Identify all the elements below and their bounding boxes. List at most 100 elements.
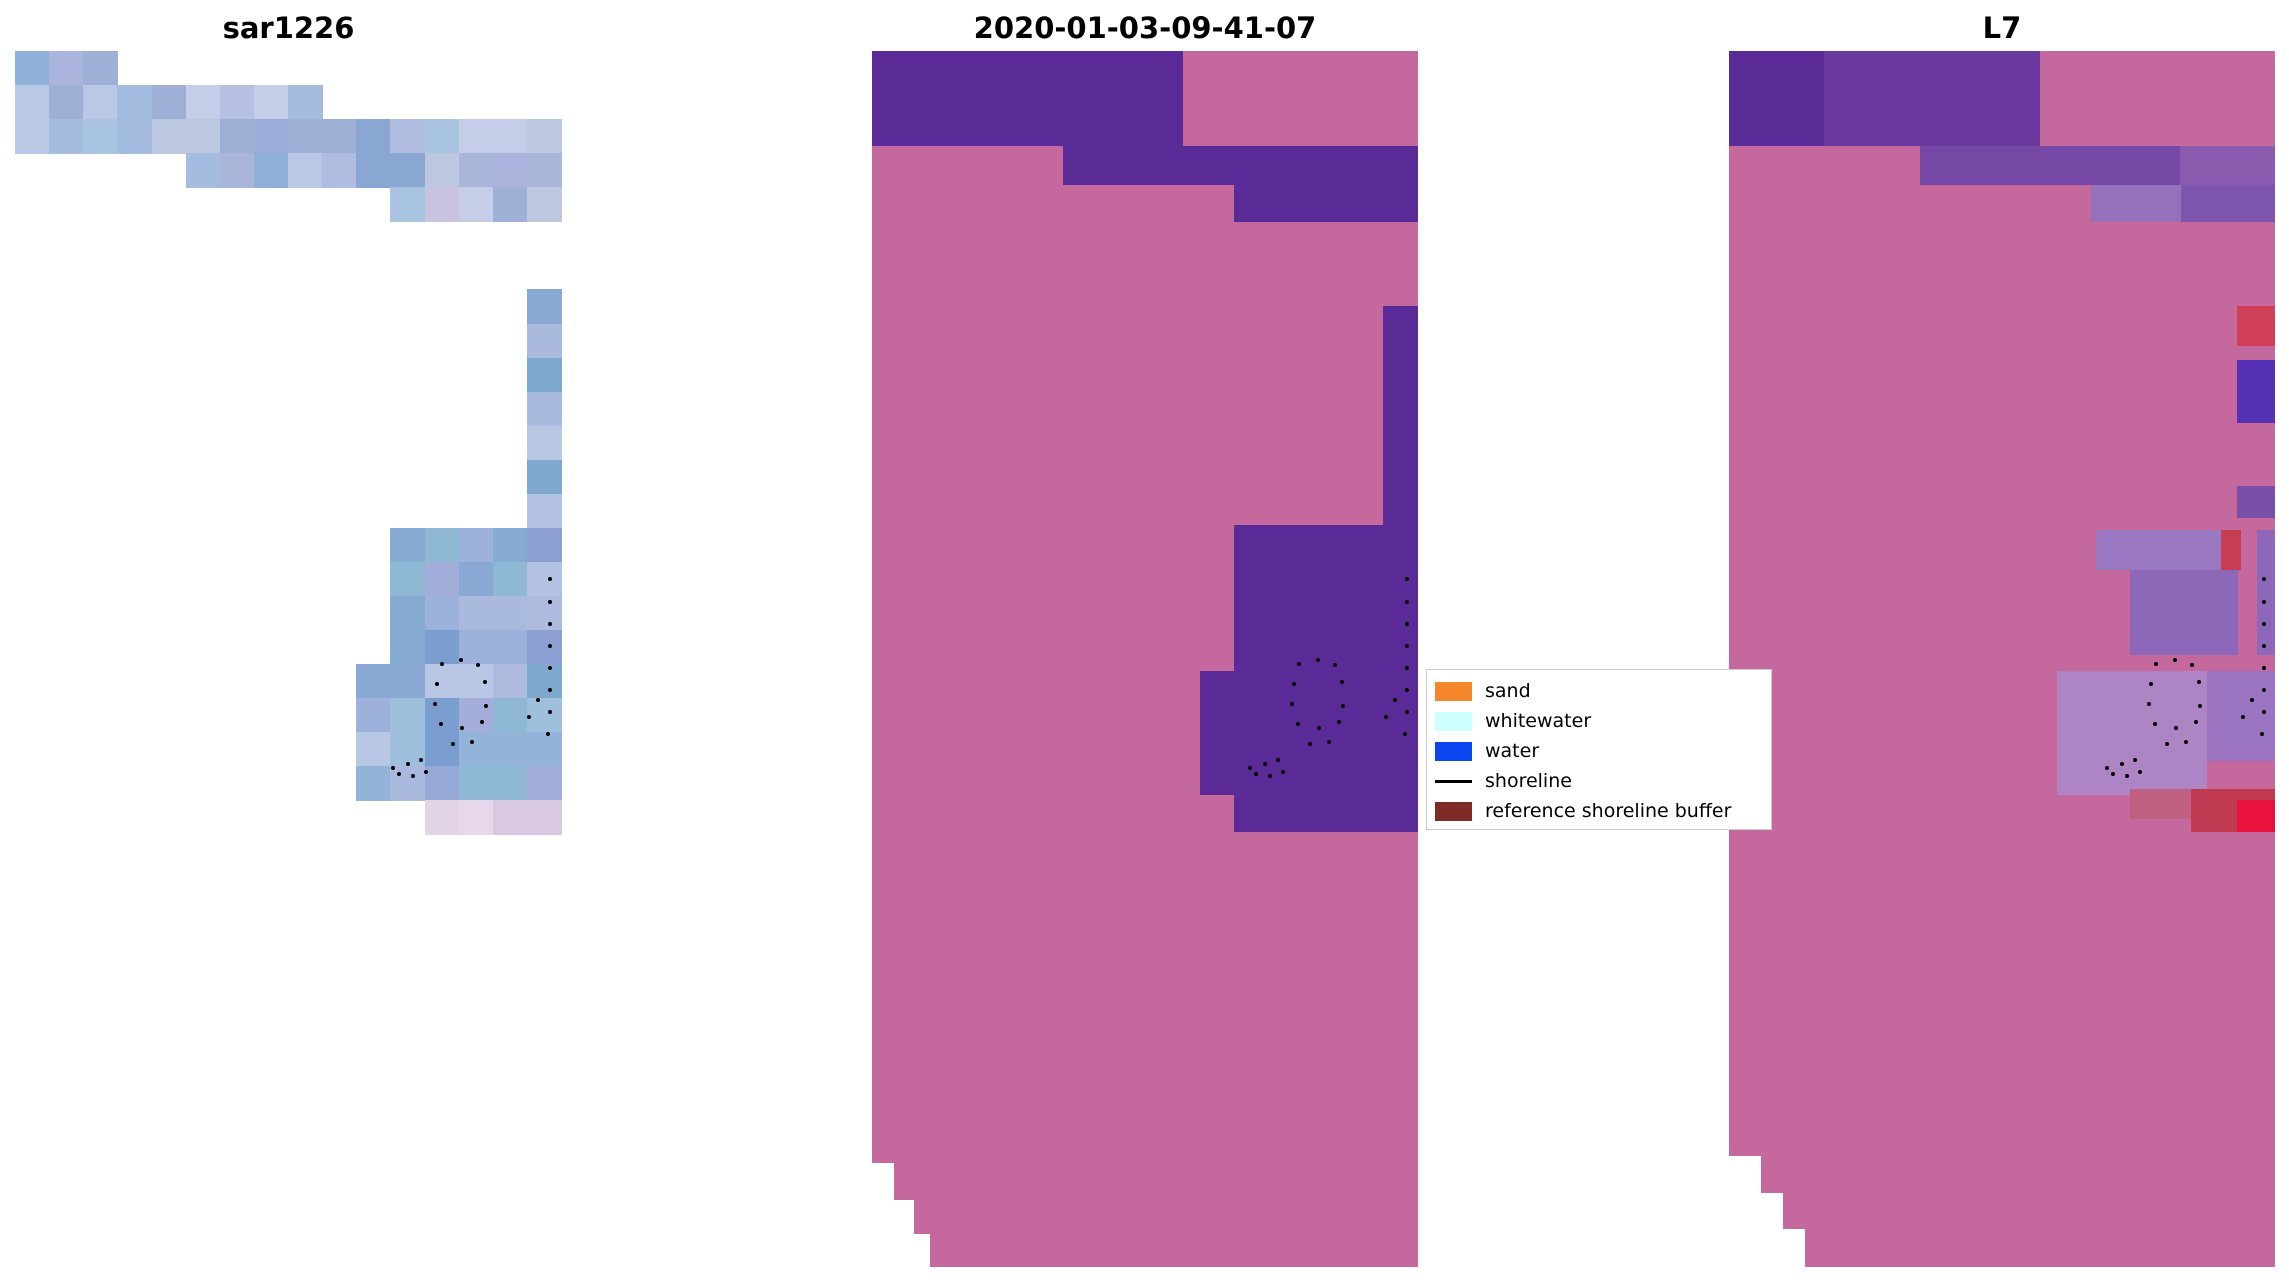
pixel-cell	[390, 630, 426, 665]
pixel-cell	[253, 85, 289, 120]
pixel-cell	[527, 153, 562, 188]
pixel-cell	[527, 766, 562, 802]
pixel-cell	[527, 630, 562, 665]
pixel-cell	[356, 698, 392, 733]
shoreline-dot	[2262, 577, 2266, 581]
shoreline-dot	[548, 622, 552, 626]
legend-item-sand: sand	[1435, 676, 1771, 706]
pixel-cell	[356, 664, 392, 699]
class-region	[1234, 525, 1418, 671]
class-region	[2181, 185, 2275, 222]
panel-classified-scene: 2020-01-03-09-41-07	[872, 6, 1418, 1267]
pixel-cell	[15, 85, 50, 120]
class-region	[2237, 486, 2275, 518]
panel-sar1226: sar1226	[15, 6, 562, 1267]
legend-item-reference-shoreline-buffer: reference shoreline buffer	[1435, 796, 1771, 826]
legend-item-whitewater: whitewater	[1435, 706, 1771, 736]
shoreline-dot	[435, 682, 439, 686]
class-region	[2237, 306, 2275, 346]
shoreline-dot	[451, 742, 455, 746]
class-region	[2237, 800, 2275, 832]
pixel-cell	[458, 630, 494, 665]
shoreline-dot	[1405, 644, 1409, 648]
pixel-cell	[458, 698, 494, 733]
class-region	[2180, 146, 2275, 185]
legend-item-water: water	[1435, 736, 1771, 766]
shoreline-dot	[2194, 720, 2198, 724]
pixel-cell	[424, 153, 460, 188]
pixel-cell	[424, 698, 460, 733]
pixel-cell	[117, 119, 153, 154]
legend-label-sand: sand	[1485, 680, 1531, 702]
shoreline-dot	[1337, 720, 1341, 724]
pixel-cell	[288, 119, 323, 154]
shoreline-dot	[1405, 666, 1409, 670]
pixel-cell	[390, 561, 426, 597]
shoreline-dot	[1405, 688, 1409, 692]
shoreline-dot	[2260, 732, 2264, 736]
shoreline-dot	[1405, 622, 1409, 626]
pixel-cell	[253, 119, 289, 154]
pixel-cell	[527, 698, 562, 733]
pixel-cell	[424, 561, 460, 597]
pixel-cell	[424, 630, 460, 665]
shoreline-dot	[2105, 766, 2109, 770]
pixel-cell	[492, 630, 528, 665]
shoreline-dot	[1317, 726, 1321, 730]
pixel-cell	[458, 664, 494, 699]
pixel-cell	[458, 561, 494, 597]
pixel-cell	[527, 732, 562, 767]
pixel-cell	[527, 527, 562, 563]
pixel-cell	[49, 119, 84, 154]
class-region	[1063, 146, 1418, 185]
pixel-cell	[83, 119, 119, 154]
shoreline-dot	[2241, 715, 2245, 719]
panel-title-classified-scene: 2020-01-03-09-41-07	[973, 11, 1317, 45]
pixel-cell	[356, 153, 392, 188]
class-region	[2221, 530, 2241, 570]
pixel-cell	[527, 800, 562, 836]
class-region	[1234, 795, 1418, 832]
pixel-cell	[492, 119, 528, 154]
shoreline-dot	[2174, 726, 2178, 730]
shoreline-dot	[2198, 704, 2202, 708]
shoreline-dot	[1308, 742, 1312, 746]
shoreline-dot	[2120, 762, 2124, 766]
pixel-cell	[356, 766, 392, 802]
class-region	[1234, 185, 1418, 222]
shoreline-dot	[2153, 722, 2157, 726]
pixel-cell	[527, 289, 562, 325]
pixel-cell	[424, 527, 460, 563]
class-region	[1729, 1229, 1805, 1267]
pixel-cell	[390, 187, 426, 222]
pixel-cell	[390, 596, 426, 631]
legend-label-whitewater: whitewater	[1485, 710, 1592, 732]
pixel-cell	[424, 766, 460, 802]
class-region	[872, 1234, 930, 1267]
legend: sand whitewater water shoreline referenc…	[1426, 669, 1772, 830]
shoreline-dot	[1297, 662, 1301, 666]
pixel-cell	[458, 766, 494, 802]
reference-buffer-swatch-icon	[1435, 801, 1472, 821]
whitewater-swatch-icon	[1435, 711, 1472, 731]
shoreline-dot	[1281, 770, 1285, 774]
pixel-cell	[219, 85, 255, 120]
pixel-cell	[356, 732, 392, 767]
shoreline-dot	[406, 762, 410, 766]
pixel-cell	[527, 357, 562, 393]
shoreline-dot	[419, 758, 423, 762]
shoreline-dot	[484, 704, 488, 708]
shoreline-dot	[2262, 600, 2266, 604]
shoreline-dot	[1384, 715, 1388, 719]
pixel-cell	[527, 323, 562, 359]
pixel-cell	[15, 119, 50, 154]
pixel-cell	[288, 85, 323, 120]
shoreline-dot	[2149, 682, 2153, 686]
shoreline-dot	[1405, 710, 1409, 714]
shoreline-dot	[1268, 774, 1272, 778]
pixel-cell	[527, 119, 562, 154]
shoreline-dot	[470, 740, 474, 744]
shoreline-dot	[2154, 662, 2158, 666]
shoreline-dot	[480, 720, 484, 724]
